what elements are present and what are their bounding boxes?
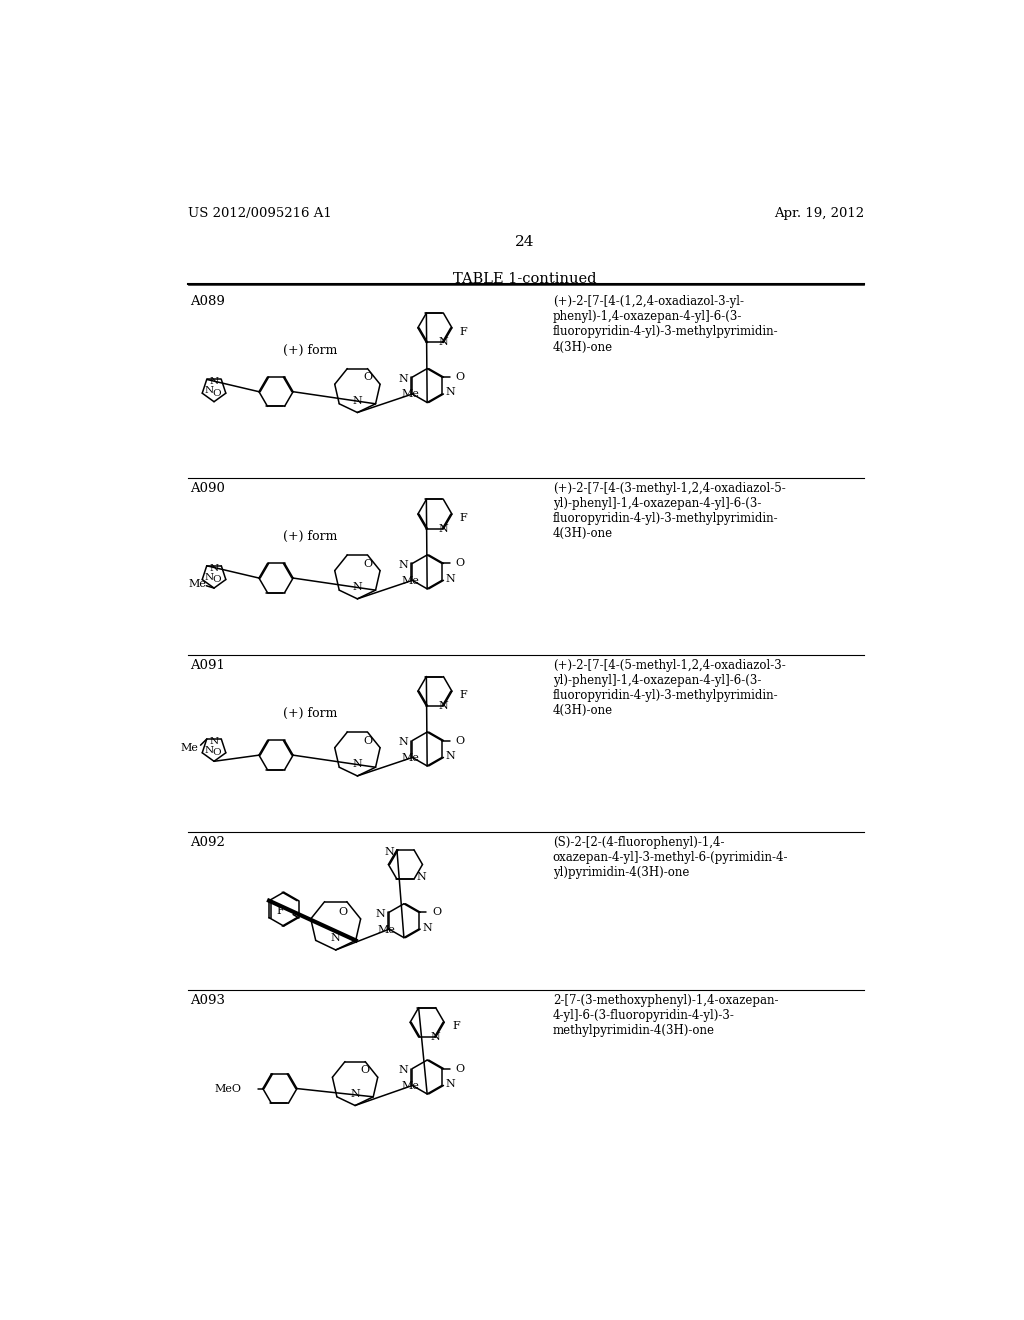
Text: N: N — [205, 573, 214, 582]
Text: TABLE 1-continued: TABLE 1-continued — [453, 272, 597, 286]
Text: N: N — [205, 746, 214, 755]
Text: N: N — [352, 396, 362, 405]
Text: N: N — [385, 847, 394, 857]
Text: F: F — [460, 326, 467, 337]
Text: O: O — [456, 1064, 465, 1073]
Text: N: N — [352, 582, 362, 591]
Text: F: F — [460, 513, 467, 523]
Text: O: O — [362, 372, 372, 383]
Text: O: O — [456, 735, 465, 746]
Text: N: N — [423, 923, 432, 933]
Text: N: N — [438, 338, 449, 347]
Text: N: N — [210, 737, 219, 746]
Text: F: F — [452, 1022, 460, 1031]
Text: N: N — [445, 388, 456, 397]
Text: Apr. 19, 2012: Apr. 19, 2012 — [774, 207, 864, 220]
Text: A092: A092 — [190, 836, 225, 849]
Text: Me: Me — [401, 1081, 419, 1090]
Text: N: N — [445, 574, 456, 583]
Text: O: O — [213, 388, 221, 397]
Text: Me: Me — [401, 576, 419, 586]
Text: N: N — [331, 933, 341, 942]
Text: N: N — [398, 374, 409, 384]
Text: N: N — [210, 378, 219, 387]
Text: A089: A089 — [190, 296, 225, 309]
Text: N: N — [445, 751, 456, 760]
Text: F: F — [276, 907, 285, 916]
Text: Me: Me — [378, 924, 395, 935]
Text: N: N — [438, 524, 449, 533]
Text: MeO: MeO — [214, 1084, 241, 1093]
Text: N: N — [431, 1032, 440, 1041]
Text: N: N — [376, 908, 385, 919]
Text: N: N — [205, 387, 214, 396]
Text: (+) form: (+) form — [283, 345, 337, 356]
Text: N: N — [398, 1065, 409, 1074]
Text: (+)-2-[7-[4-(1,2,4-oxadiazol-3-yl-
phenyl)-1,4-oxazepan-4-yl]-6-(3-
fluoropyridi: (+)-2-[7-[4-(1,2,4-oxadiazol-3-yl- pheny… — [553, 296, 778, 354]
Text: N: N — [398, 560, 409, 570]
Text: N: N — [417, 871, 426, 882]
Text: N: N — [438, 701, 449, 711]
Text: Me: Me — [401, 389, 419, 400]
Text: 2-[7-(3-methoxyphenyl)-1,4-oxazepan-
4-yl]-6-(3-fluoropyridin-4-yl)-3-
methylpyr: 2-[7-(3-methoxyphenyl)-1,4-oxazepan- 4-y… — [553, 994, 778, 1036]
Text: Me: Me — [401, 752, 419, 763]
Text: O: O — [213, 748, 221, 758]
Text: (+)-2-[7-[4-(3-methyl-1,2,4-oxadiazol-5-
yl)-phenyl]-1,4-oxazepan-4-yl]-6-(3-
fl: (+)-2-[7-[4-(3-methyl-1,2,4-oxadiazol-5-… — [553, 482, 785, 540]
Text: O: O — [213, 576, 221, 583]
Text: N: N — [350, 1089, 360, 1098]
Text: A093: A093 — [190, 994, 225, 1007]
Text: O: O — [360, 1065, 370, 1076]
Text: O: O — [456, 372, 465, 381]
Text: N: N — [398, 737, 409, 747]
Text: F: F — [460, 690, 467, 700]
Text: N: N — [445, 1078, 456, 1089]
Text: O: O — [362, 558, 372, 569]
Text: (+) form: (+) form — [283, 531, 337, 544]
Text: US 2012/0095216 A1: US 2012/0095216 A1 — [188, 207, 332, 220]
Text: O: O — [362, 735, 372, 746]
Text: A091: A091 — [190, 659, 225, 672]
Text: N: N — [210, 564, 219, 573]
Text: (+)-2-[7-[4-(5-methyl-1,2,4-oxadiazol-3-
yl)-phenyl]-1,4-oxazepan-4-yl]-6-(3-
fl: (+)-2-[7-[4-(5-methyl-1,2,4-oxadiazol-3-… — [553, 659, 785, 717]
Text: 24: 24 — [515, 235, 535, 249]
Text: Me: Me — [181, 743, 199, 754]
Text: O: O — [456, 558, 465, 569]
Text: (+) form: (+) form — [283, 708, 337, 721]
Text: O: O — [432, 907, 441, 917]
Text: A090: A090 — [190, 482, 225, 495]
Text: (S)-2-[2-(4-fluorophenyl)-1,4-
oxazepan-4-yl]-3-methyl-6-(pyrimidin-4-
yl)pyrimi: (S)-2-[2-(4-fluorophenyl)-1,4- oxazepan-… — [553, 836, 788, 879]
Text: N: N — [352, 759, 362, 770]
Text: O: O — [338, 907, 347, 917]
Text: Me: Me — [188, 579, 206, 589]
